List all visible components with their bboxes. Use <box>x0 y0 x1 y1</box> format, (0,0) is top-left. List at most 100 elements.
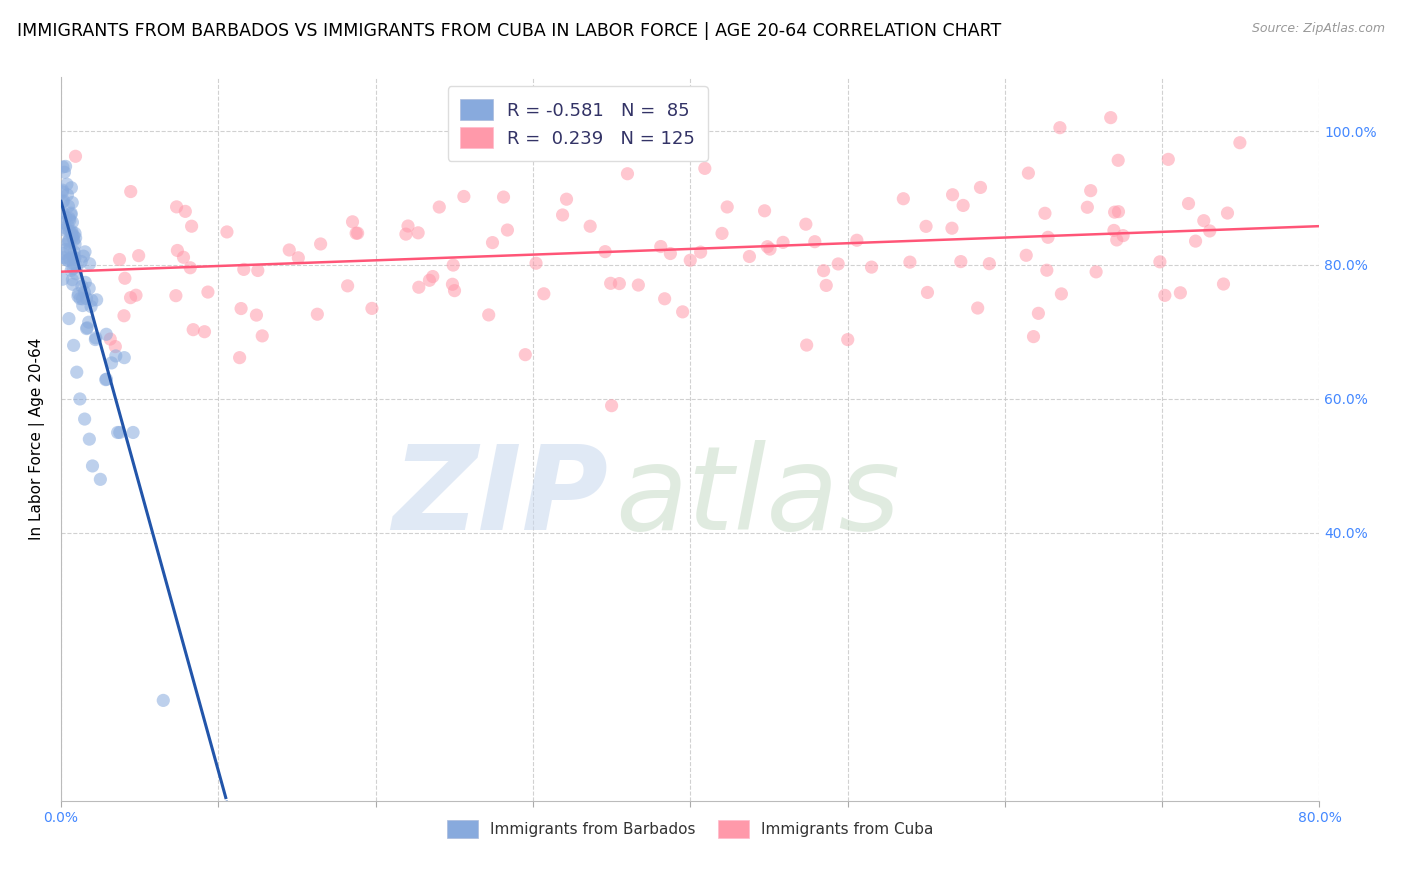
Point <box>949 254 972 268</box>
Point <box>1022 329 1045 343</box>
Point <box>689 245 711 260</box>
Point <box>215 225 238 239</box>
Point <box>711 227 734 241</box>
Point <box>100 356 122 370</box>
Point <box>72 292 94 306</box>
Point <box>193 325 215 339</box>
Point <box>579 219 602 234</box>
Point <box>555 192 578 206</box>
Point <box>418 273 440 287</box>
Point <box>80 293 103 308</box>
Point <box>60 206 83 220</box>
Point <box>60 273 83 287</box>
Point <box>346 226 368 240</box>
Point <box>56 235 79 249</box>
Text: IMMIGRANTS FROM BARBADOS VS IMMIGRANTS FROM CUBA IN LABOR FORCE | AGE 20-64 CORR: IMMIGRANTS FROM BARBADOS VS IMMIGRANTS F… <box>17 22 1001 40</box>
Point <box>1102 223 1125 237</box>
Point <box>62 261 84 276</box>
Point <box>62 233 84 247</box>
Point <box>125 288 148 302</box>
Point <box>76 320 98 334</box>
Point <box>481 235 503 250</box>
Point <box>166 244 188 258</box>
Point <box>96 372 118 386</box>
Point <box>52 251 75 265</box>
Point <box>63 252 86 266</box>
Point <box>82 458 104 473</box>
Point <box>245 308 267 322</box>
Point <box>693 161 716 176</box>
Point <box>72 299 94 313</box>
Point <box>1105 233 1128 247</box>
Point <box>73 244 96 259</box>
Point <box>52 216 75 230</box>
Point <box>1085 265 1108 279</box>
Point <box>52 185 75 199</box>
Point <box>52 205 75 219</box>
Point <box>66 260 89 274</box>
Point <box>70 254 93 268</box>
Point <box>1015 248 1038 262</box>
Point <box>62 230 84 244</box>
Point <box>515 348 537 362</box>
Point <box>52 194 75 208</box>
Point <box>1212 277 1234 291</box>
Point <box>915 219 938 234</box>
Point <box>60 263 83 277</box>
Point <box>65 231 87 245</box>
Y-axis label: In Labor Force | Age 20-64: In Labor Force | Age 20-64 <box>30 338 45 541</box>
Point <box>152 693 174 707</box>
Point <box>845 233 868 247</box>
Point <box>917 285 939 300</box>
Point <box>108 252 131 267</box>
Point <box>52 246 75 260</box>
Point <box>1112 228 1135 243</box>
Point <box>496 223 519 237</box>
Point <box>76 321 98 335</box>
Point <box>827 257 849 271</box>
Point <box>77 281 100 295</box>
Point <box>62 277 84 292</box>
Point <box>80 300 103 314</box>
Point <box>56 219 79 233</box>
Point <box>77 315 100 329</box>
Point <box>860 260 883 274</box>
Point <box>52 183 75 197</box>
Point <box>252 329 274 343</box>
Point <box>1099 111 1122 125</box>
Point <box>1216 206 1239 220</box>
Point <box>441 258 464 272</box>
Point <box>1170 285 1192 300</box>
Point <box>979 257 1001 271</box>
Point <box>952 198 974 212</box>
Point <box>180 219 202 234</box>
Point <box>609 277 631 291</box>
Point <box>108 425 131 440</box>
Point <box>120 185 142 199</box>
Point <box>63 251 86 265</box>
Point <box>55 160 77 174</box>
Point <box>898 255 921 269</box>
Point <box>56 235 79 250</box>
Point <box>112 309 135 323</box>
Point <box>94 373 117 387</box>
Point <box>67 286 90 301</box>
Point <box>1104 205 1126 219</box>
Point <box>52 160 75 174</box>
Point <box>59 225 82 239</box>
Point <box>60 208 83 222</box>
Point <box>122 425 145 440</box>
Point <box>197 285 219 299</box>
Point <box>232 262 254 277</box>
Point <box>1229 136 1251 150</box>
Point <box>616 167 638 181</box>
Point <box>600 399 623 413</box>
Point <box>62 228 84 243</box>
Point <box>69 392 91 406</box>
Point <box>422 269 444 284</box>
Point <box>56 253 79 268</box>
Point <box>120 291 142 305</box>
Point <box>52 272 75 286</box>
Point <box>1192 213 1215 227</box>
Point <box>53 223 76 237</box>
